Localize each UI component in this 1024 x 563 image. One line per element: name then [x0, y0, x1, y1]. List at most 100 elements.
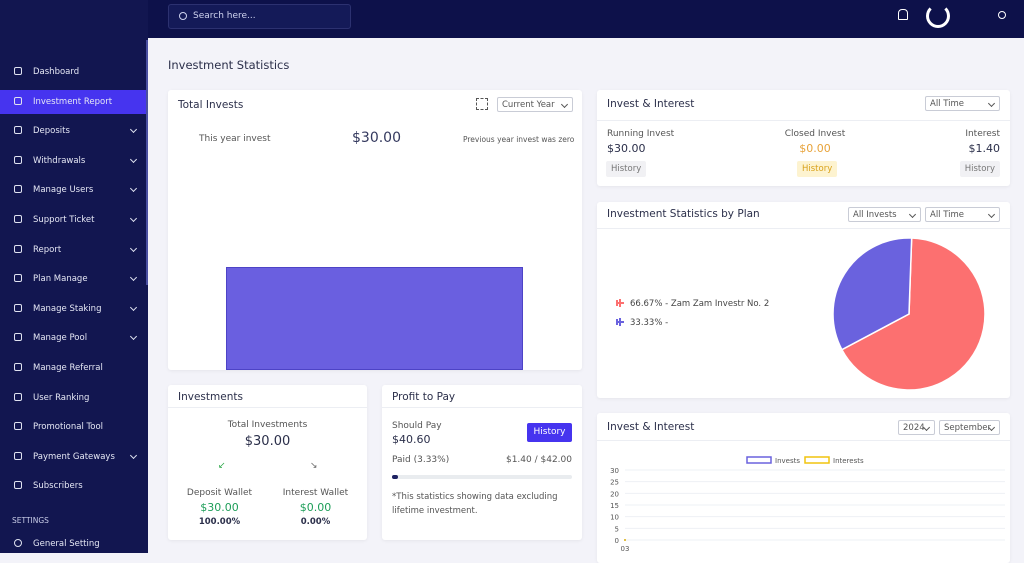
chevron-icon: [129, 244, 138, 252]
month-select[interactable]: September: [939, 420, 1000, 435]
sidebar-icon: [14, 481, 22, 490]
card-title: Profit to Pay: [392, 391, 456, 403]
card-head: [168, 385, 367, 408]
card-head: [382, 385, 582, 408]
sidebar-item[interactable]: Investment Report: [0, 89, 146, 114]
history-button[interactable]: History: [527, 423, 572, 442]
arrow-icon: ↙: [218, 461, 226, 471]
sidebar-label: Payment Gateways: [33, 451, 115, 462]
card-title: Investments: [178, 391, 243, 403]
sidebar: Dashboard Investment Report Deposits Withdr…: [0, 0, 148, 553]
total-invests-card: Total Invests Current Year This year inv…: [168, 90, 582, 370]
pie-slice: [832, 237, 913, 351]
investments-card: Investments Total Investments $30.00 ↙ ↘…: [168, 385, 367, 540]
collapse-icon[interactable]: [476, 98, 488, 110]
total-value: $30.00: [244, 434, 291, 449]
sidebar-item[interactable]: Support Ticket: [0, 208, 146, 232]
sidebar-label: Manage Referral: [33, 363, 103, 373]
sidebar-icon: [14, 363, 22, 371]
chevron-icon: [129, 185, 138, 193]
sidebar-icon: [14, 392, 22, 401]
search-icon: [179, 12, 187, 20]
sidebar-item[interactable]: Withdrawals: [0, 149, 146, 173]
top-bar: [0, 0, 1024, 38]
sidebar-item[interactable]: Plan Manage: [0, 267, 146, 291]
sidebar-label: General Setting: [33, 539, 100, 549]
sidebar-item[interactable]: Manage Pool: [0, 326, 146, 350]
sidebar-label: Manage Users: [33, 185, 94, 196]
sidebar-icon: [14, 539, 22, 547]
history-button[interactable]: History: [606, 161, 647, 177]
wallet-value: $30.00: [200, 501, 239, 514]
paid-label: Paid (3.33%): [392, 455, 450, 465]
stat-value: $1.40: [968, 142, 1001, 155]
legend-plane-icon: [616, 299, 624, 307]
chevron-icon: [129, 214, 138, 223]
legend-swatch: [746, 456, 772, 464]
sidebar-icon: [14, 185, 22, 194]
sidebar-icon: [14, 451, 22, 460]
sidebar-label: Report: [33, 244, 62, 255]
time-select[interactable]: All Time: [925, 96, 1000, 111]
sidebar-label: Withdrawals: [33, 155, 86, 166]
paid-amount: $1.40 / $42.00: [505, 455, 572, 465]
stat-label: Running Invest: [607, 129, 675, 139]
arrow-icon: ↘: [310, 461, 318, 471]
sidebar-label: User Ranking: [33, 392, 90, 403]
sidebar-item[interactable]: General Setting: [0, 532, 146, 556]
user-menu-icon[interactable]: [998, 11, 1006, 19]
sidebar-item[interactable]: Manage Users: [0, 178, 146, 202]
pie-slice: [840, 237, 986, 391]
y-tick-label: 15: [610, 502, 619, 510]
sidebar-item[interactable]: Deposits: [0, 119, 146, 143]
sidebar-label: Subscribers: [33, 481, 83, 492]
invests-select[interactable]: All Invests: [848, 207, 921, 222]
y-tick-label: 10: [610, 514, 619, 522]
sidebar-item[interactable]: Manage Staking: [0, 297, 146, 321]
card-head: [597, 90, 1010, 121]
sidebar-item[interactable]: Promotional Tool: [0, 415, 146, 439]
sidebar-item[interactable]: User Ranking: [0, 386, 146, 410]
sidebar-label: Promotional Tool: [33, 422, 104, 433]
time-select[interactable]: All Time: [925, 207, 1000, 222]
sidebar-item[interactable]: Subscribers: [0, 474, 146, 498]
interest-chart-card: Invest & Interest 2024 September 0 5 10 15 2…: [597, 413, 1010, 563]
bell-icon[interactable]: [898, 9, 908, 20]
legend-plane-icon: [616, 318, 624, 326]
plan-card: Investment Statistics by Plan All Invest…: [597, 202, 1010, 398]
year-select[interactable]: Current Year: [497, 97, 573, 112]
history-button[interactable]: History: [797, 161, 838, 177]
wallet-value: $0.00: [299, 501, 332, 514]
line-chart: 0 5 10 15 20 25 30 03 Invests Interests: [610, 456, 1005, 553]
chevron-icon: [129, 126, 138, 134]
legend-label: 33.33% -: [630, 318, 668, 328]
year-select[interactable]: 2024: [898, 420, 935, 435]
sidebar-icon: [14, 274, 22, 283]
sidebar-icon: [14, 215, 22, 223]
search-placeholder: Search here...: [193, 11, 256, 21]
previous-note: Previous year invest was zero: [463, 135, 575, 144]
sidebar-item[interactable]: Manage Referral: [0, 356, 146, 380]
avatar[interactable]: [926, 4, 950, 28]
legend-label: Invests: [775, 457, 800, 465]
search-box[interactable]: Search here...: [168, 4, 351, 29]
y-tick-label: 20: [610, 490, 619, 498]
stat-label: Closed Invest: [784, 129, 846, 139]
legend-label: 66.67% - Zam Zam Investr No. 2: [630, 299, 769, 309]
chevron-icon: [129, 303, 138, 311]
legend-label: Interests: [833, 457, 864, 465]
sidebar-item[interactable]: Payment Gateways: [0, 445, 146, 469]
card-head: [597, 413, 1010, 441]
sidebar-item[interactable]: Report: [0, 238, 146, 262]
x-tick-label: 03: [621, 545, 630, 553]
history-button[interactable]: History: [959, 161, 1000, 177]
sidebar-icon: [14, 126, 22, 135]
wallet-label: Deposit Wallet: [186, 488, 253, 498]
y-tick-label: 25: [610, 479, 619, 487]
card-title: Invest & Interest: [607, 421, 695, 433]
sidebar-item[interactable]: Dashboard: [0, 60, 146, 84]
sidebar-icon: [14, 67, 22, 75]
chevron-icon: [129, 451, 138, 459]
card-title: Invest & Interest: [607, 98, 695, 110]
card-head: [597, 202, 1010, 229]
